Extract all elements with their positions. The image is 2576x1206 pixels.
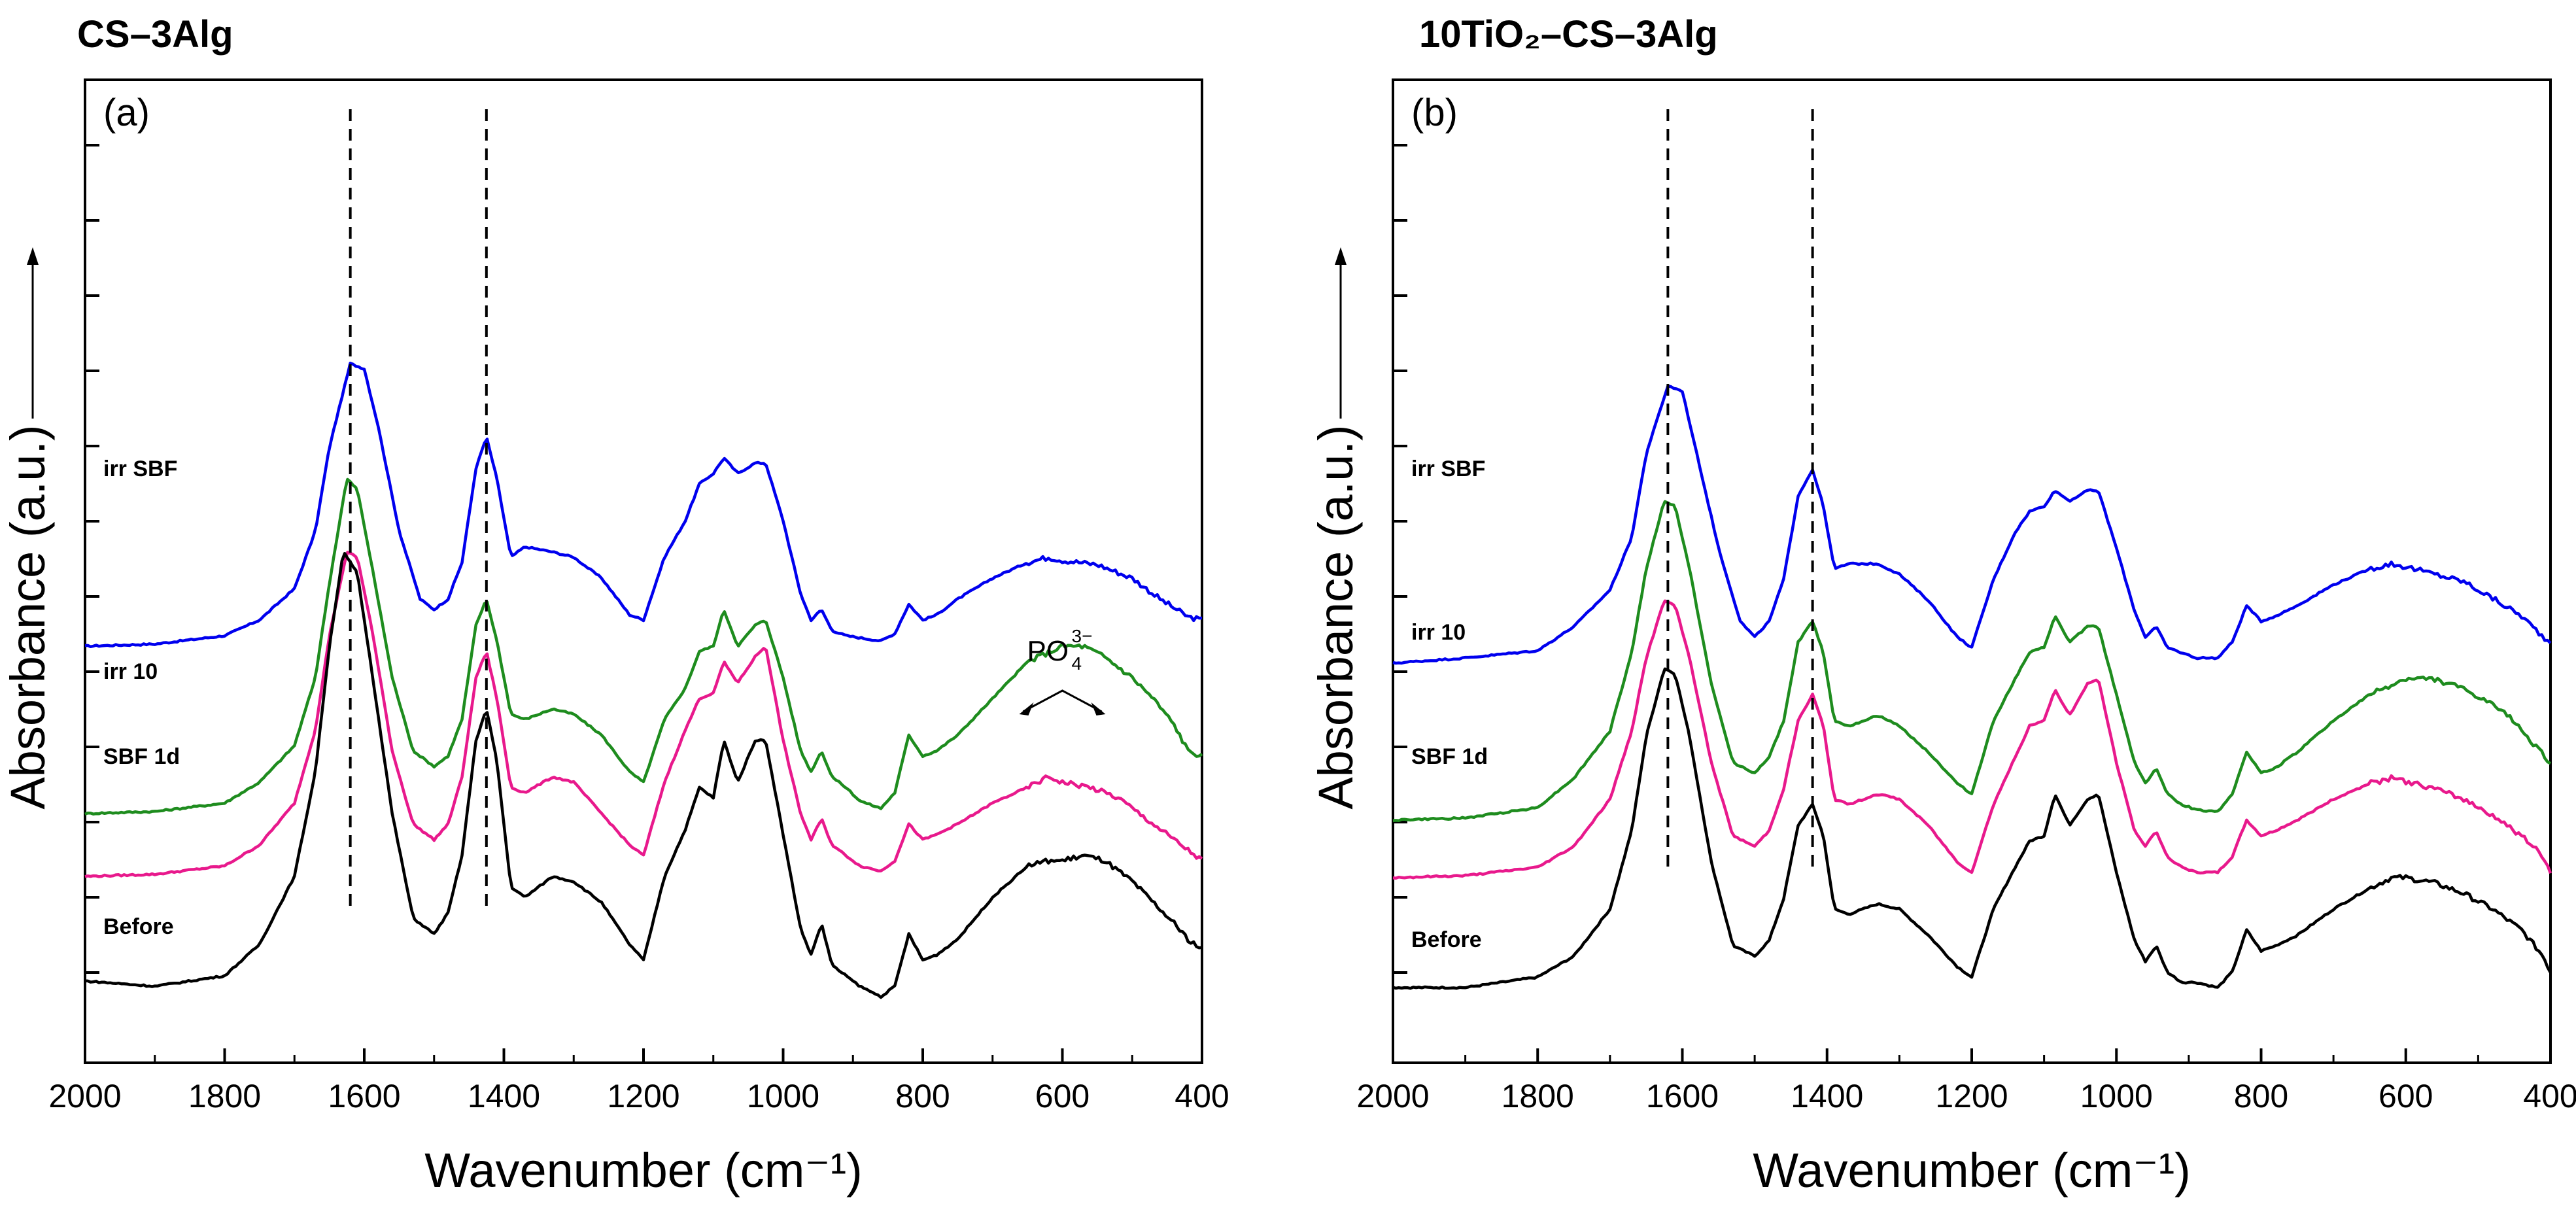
x-tick-label: 600: [2379, 1078, 2433, 1114]
series-line-irr-10: [84, 477, 1203, 816]
x-tick-label: 1000: [747, 1078, 819, 1114]
annotation-text: PO: [1027, 635, 1069, 667]
series-line-irr-10: [1392, 500, 2552, 823]
series-label: SBF 1d: [103, 744, 180, 769]
annotation-arrowhead: [1091, 702, 1106, 715]
x-tick-label: 800: [895, 1078, 950, 1114]
y-axis-label: Absorbance (a.u.): [1309, 424, 1363, 809]
y-axis-arrowhead: [27, 247, 39, 265]
x-tick-label: 2000: [48, 1078, 121, 1114]
series-label: Before: [103, 914, 174, 939]
x-tick-label: 1600: [328, 1078, 400, 1114]
y-axis-arrowhead: [1335, 247, 1347, 265]
x-tick-label: 1200: [1935, 1078, 2008, 1114]
annotation-arrowhead: [1019, 702, 1034, 715]
series-label: irr 10: [1411, 620, 1466, 645]
series-label: irr SBF: [1411, 457, 1485, 481]
x-tick-label: 400: [1175, 1078, 1229, 1114]
series-line-before: [1392, 667, 2552, 990]
phosphate-annotation: PO 4 3−: [1019, 626, 1106, 715]
x-tick-label: 1600: [1646, 1078, 1719, 1114]
plot-frame: [1392, 78, 2552, 1064]
series-line-before: [84, 551, 1203, 999]
x-tick-label: 2000: [1356, 1078, 1429, 1114]
x-tick-label: 600: [1035, 1078, 1090, 1114]
y-axis-label: Absorbance (a.u.): [1, 424, 55, 809]
series-label: irr 10: [103, 659, 158, 684]
x-tick-label: 1800: [188, 1078, 261, 1114]
x-tick-label: 1800: [1502, 1078, 1574, 1114]
panel-label: (a): [103, 92, 150, 134]
x-tick-label: 1400: [1791, 1078, 1863, 1114]
panel-title: 10TiO₂–CS–3Alg: [1419, 13, 1718, 56]
panel-b: 10TiO₂–CS–3Alg (b) 2000 1800 1600 1400 1200 100…: [1309, 13, 2576, 1197]
panel-label: (b): [1411, 92, 1458, 134]
x-tick-label: 1200: [607, 1078, 679, 1114]
series-line-irr-sbf: [1392, 385, 2552, 665]
panel-title: CS–3Alg: [77, 13, 233, 56]
annotation-sup: 3−: [1072, 626, 1093, 646]
x-tick-label: 400: [2523, 1078, 2576, 1114]
plot-frame: [84, 78, 1203, 1064]
x-tick-label: 800: [2234, 1078, 2288, 1114]
series-label: SBF 1d: [1411, 744, 1488, 769]
x-axis-label: Wavenumber (cm⁻¹): [1753, 1143, 2191, 1197]
annotation-arrow: [1022, 689, 1103, 713]
x-tick-label: 1400: [468, 1078, 540, 1114]
x-tick-label: 1000: [2080, 1078, 2153, 1114]
series-line-sbf-1d: [1392, 599, 2552, 880]
annotation-sub: 4: [1072, 653, 1082, 674]
series-line-irr-sbf: [84, 362, 1203, 649]
series-label: Before: [1411, 927, 1482, 952]
x-axis-label: Wavenumber (cm⁻¹): [424, 1143, 863, 1197]
series-line-sbf-1d: [84, 551, 1203, 878]
panel-a: CS–3Alg (a) 2000 1800 1600 1400 1200 1000 800 600…: [1, 13, 1229, 1197]
series-label: irr SBF: [103, 457, 177, 481]
